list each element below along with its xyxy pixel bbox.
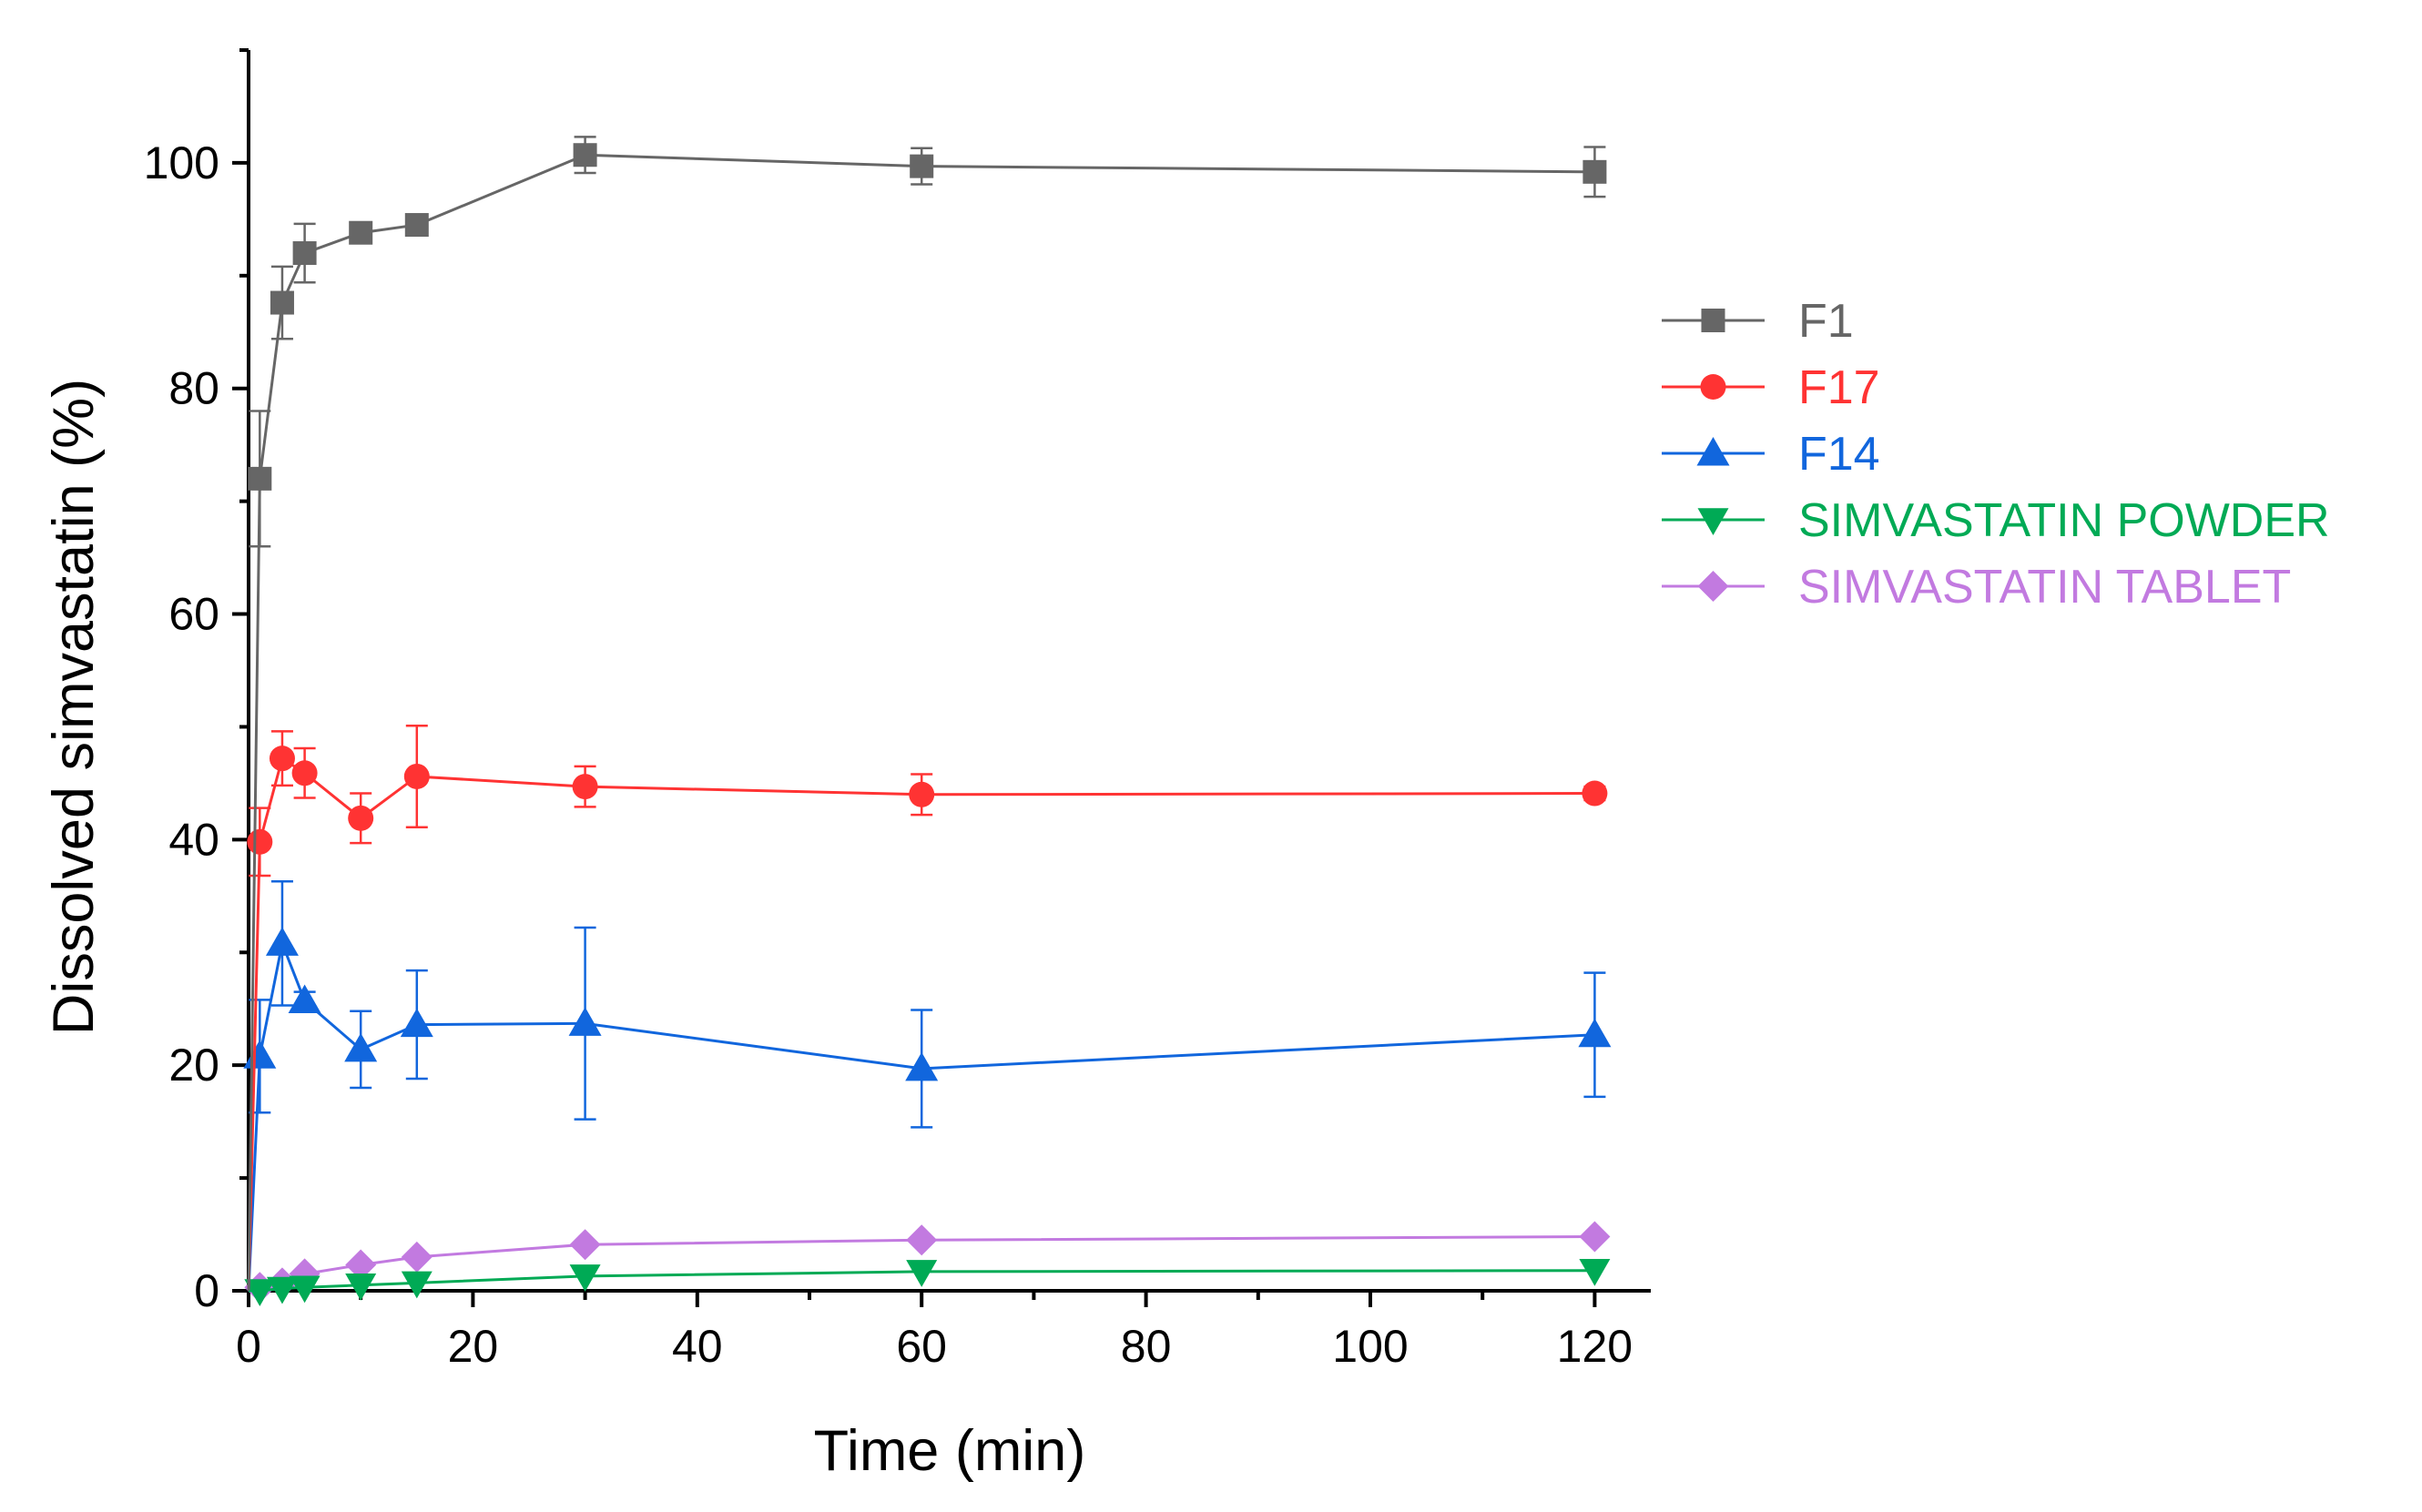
data-point [569,1229,601,1261]
y-tick-label: 40 [168,814,219,865]
data-point [265,927,299,956]
x-tick-label: 20 [448,1321,499,1372]
x-tick-label: 40 [672,1321,723,1372]
data-point [344,1032,378,1062]
data-point [401,1271,432,1299]
y-tick-label: 0 [194,1265,219,1316]
series-f14 [243,879,1612,1292]
legend-marker [1696,437,1730,466]
data-point [288,984,321,1014]
data-point [905,1051,939,1081]
legend-marker [1700,374,1726,400]
data-point [910,154,934,178]
legend-label: SIMVASTATIN POWDER [1798,494,2330,547]
y-tick-label: 60 [168,589,219,640]
data-point [403,763,430,789]
data-point [269,746,295,772]
data-point [572,774,598,800]
legend-label: SIMVASTATIN TABLET [1798,561,2291,614]
x-tick-label: 120 [1557,1321,1633,1372]
y-axis-title: Dissolved simvastatin (%) [42,379,106,1035]
data-point [292,241,317,266]
data-point [291,760,318,786]
x-axis-title: Time (min) [814,1419,1086,1483]
data-point [569,1264,601,1292]
series-simvastatin-powder [244,1258,1611,1306]
data-point [345,1274,377,1301]
data-point [909,781,935,807]
legend-item: SIMVASTATIN POWDER [1662,494,2330,547]
legend: F1 F17 F14 SIMVASTATIN POWDER SIMVASTATIN TA… [1662,295,2330,614]
data-point [270,290,294,315]
data-point [247,828,273,855]
legend-marker [1701,309,1725,332]
legend-label: F14 [1798,428,1880,481]
x-tick-label: 0 [236,1321,261,1372]
data-point [1578,1018,1612,1048]
legend-item: F17 [1662,361,1880,414]
data-point [248,466,272,491]
data-point [906,1224,938,1256]
data-point [345,1249,377,1281]
axes: 0 20 40 60 80 100 120 0 20 40 60 80 100 [144,48,1651,1372]
data-point [573,143,597,167]
plot-area [243,136,1612,1306]
data-point [349,220,373,245]
x-tick-label: 60 [896,1321,947,1372]
legend-marker [1697,508,1729,535]
legend-marker [1697,571,1729,602]
legend-item: SIMVASTATIN TABLET [1662,561,2291,614]
y-tick-label: 80 [168,363,219,414]
legend-label: F17 [1798,361,1880,414]
series-f1 [247,136,1607,1292]
data-point [1582,780,1608,807]
data-point [906,1260,938,1287]
y-tick-label: 100 [144,137,219,188]
data-point [401,1241,432,1273]
data-point [404,213,429,238]
data-point [1582,159,1607,184]
x-tick-label: 80 [1121,1321,1172,1372]
series-f17 [247,724,1608,1292]
legend-item: F14 [1662,428,1880,481]
data-point [1579,1221,1611,1253]
data-point [568,1007,602,1036]
legend-label: F1 [1798,295,1854,348]
data-point [1579,1258,1611,1286]
data-point [244,1279,276,1306]
legend-item: F1 [1662,295,1854,348]
x-tick-label: 100 [1332,1321,1408,1372]
data-point [400,1008,433,1038]
data-point [289,1275,321,1304]
data-point [266,1276,298,1304]
y-tick-label: 20 [168,1040,219,1091]
data-point [348,805,374,831]
